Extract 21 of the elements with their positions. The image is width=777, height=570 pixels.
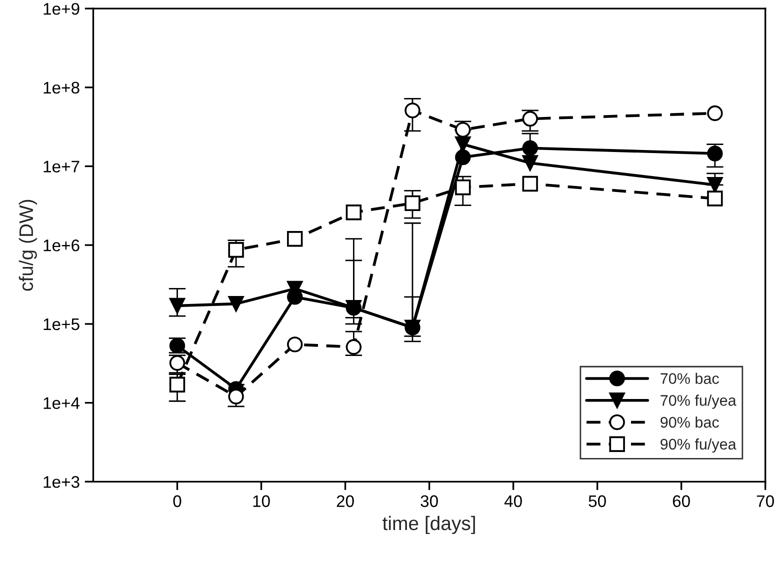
y-tick-label: 1e+7 (44, 160, 80, 172)
legend-label: 90% bac (660, 416, 719, 428)
x-tick-label: 20 (336, 495, 354, 508)
x-tick-label: 0 (173, 495, 182, 508)
y-tick-label: 1e+3 (44, 476, 80, 488)
legend-label: 70% bac (660, 372, 719, 384)
y-axis-title: cfu/g (DW) (18, 200, 37, 291)
x-axis-title: time [days] (382, 516, 475, 534)
y-tick-label: 1e+5 (44, 318, 80, 330)
x-tick-label: 70 (756, 495, 774, 508)
legend-label: 90% fu/yea (660, 438, 736, 453)
y-tick-label: 1e+8 (44, 82, 80, 94)
legend-label: 70% fu/yea (660, 394, 736, 409)
x-tick-label: 10 (253, 495, 270, 508)
x-tick-label: 30 (420, 495, 438, 508)
y-tick-label: 1e+6 (44, 240, 80, 252)
y-tick-label: 1e+9 (44, 2, 80, 15)
y-tick-label: 1e+4 (44, 397, 80, 410)
x-tick-label: 60 (672, 495, 690, 508)
x-tick-label: 50 (588, 495, 606, 508)
x-tick-label: 40 (504, 495, 522, 508)
